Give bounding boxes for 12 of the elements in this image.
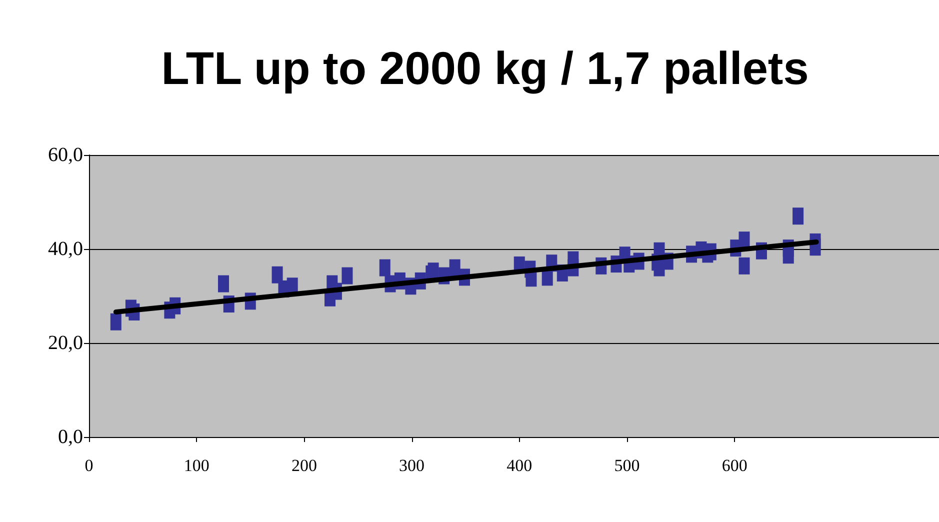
y-tick-label: 40,0	[48, 238, 83, 260]
x-tick-label: 500	[614, 456, 640, 475]
y-tick-label: 60,0	[48, 144, 83, 166]
x-tick-label: 100	[184, 456, 210, 475]
y-tick-label: 0,0	[58, 426, 83, 448]
chart-title: LTL up to 2000 kg / 1,7 pallets	[161, 42, 809, 94]
x-tick-label: 400	[506, 456, 532, 475]
x-tick-label: 200	[291, 456, 317, 475]
x-tick-label: 300	[399, 456, 425, 475]
x-tick-label: 0	[84, 456, 94, 475]
x-tick-label: 600	[722, 456, 748, 475]
y-tick-label: 20,0	[48, 332, 83, 354]
